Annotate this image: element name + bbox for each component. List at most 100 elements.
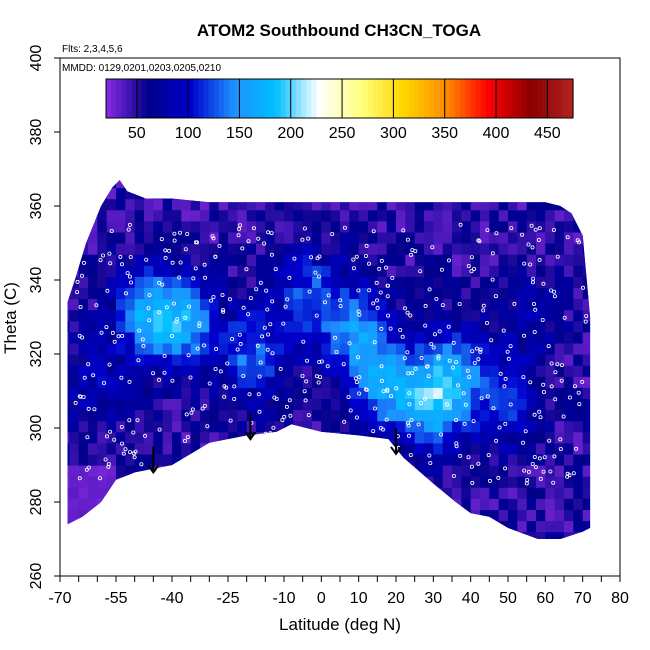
heatmap-cell (433, 398, 444, 411)
heatmap-cell (498, 276, 509, 288)
heatmap-cell (190, 309, 201, 322)
heatmap-cell (172, 453, 182, 466)
heatmap-cell (284, 331, 294, 344)
colorbar-step (388, 79, 394, 118)
heatmap-cell (330, 398, 341, 411)
heatmap-cell (498, 198, 509, 211)
heatmap-cell (526, 387, 537, 399)
observation-point (227, 297, 232, 302)
heatmap-cell (237, 376, 248, 388)
observation-point (301, 339, 306, 344)
heatmap-cell (545, 276, 556, 288)
heatmap-cell (256, 209, 266, 222)
heatmap-cell (358, 298, 369, 311)
heatmap-cell (508, 243, 518, 255)
heatmap-cell (153, 198, 164, 211)
heatmap-cell (67, 476, 70, 488)
heatmap-cell (442, 420, 453, 433)
colorbar-step (141, 79, 148, 118)
heatmap-cell (181, 420, 192, 433)
heatmap-cell (526, 498, 537, 510)
heatmap-cell (284, 198, 294, 211)
observation-point (232, 384, 237, 389)
heatmap-cell (330, 376, 341, 388)
heatmap-cell (106, 187, 117, 200)
heatmap-cell (386, 365, 397, 377)
heatmap-cell (573, 453, 584, 466)
colorbar-step (193, 79, 199, 118)
observation-point (372, 406, 377, 411)
heatmap-cell (414, 431, 425, 444)
heatmap-cell (573, 276, 584, 288)
heatmap-cell (228, 231, 238, 244)
heatmap-cell (470, 431, 481, 444)
heatmap-cell (88, 476, 98, 488)
observation-point (573, 384, 578, 389)
heatmap-cell (508, 331, 518, 344)
heatmap-cell (125, 409, 136, 422)
heatmap-cell (181, 365, 192, 377)
colorbar-step (398, 79, 405, 118)
heatmap-cell (554, 243, 565, 255)
observation-point (193, 266, 198, 271)
observation-point (304, 358, 309, 363)
heatmap-cell (480, 231, 490, 244)
heatmap-cell (433, 442, 444, 455)
observation-point (503, 421, 508, 426)
heatmap-cell (134, 209, 145, 222)
observation-point (238, 341, 243, 346)
heatmap-cell (526, 342, 537, 355)
heatmap-cell (97, 298, 108, 311)
heatmap-cell (396, 431, 406, 444)
heatmap-cell (312, 365, 322, 377)
observation-point (406, 433, 411, 438)
heatmap-cell (340, 420, 350, 433)
colorbar-step (182, 79, 189, 118)
heatmap-cell (321, 287, 332, 300)
heatmap-cell (144, 265, 154, 277)
heatmap-cell (330, 298, 341, 311)
heatmap-cell (424, 320, 434, 333)
heatmap-cell (200, 287, 210, 300)
heatmap-cell (228, 431, 238, 444)
heatmap-cell (536, 220, 546, 233)
heatmap-cell (106, 453, 117, 466)
heatmap-cell (200, 365, 210, 377)
heatmap-cell (330, 342, 341, 355)
observation-point (383, 265, 388, 270)
colorbar-step (372, 79, 379, 118)
heatmap-cell (508, 320, 518, 333)
colorbar-step (542, 79, 548, 118)
colorbar-step (506, 79, 513, 118)
heatmap-cell (461, 198, 472, 211)
colorbar-step (367, 79, 374, 118)
heatmap-cell (172, 431, 182, 444)
heatmap-cell (545, 509, 556, 522)
colorbar-step (167, 79, 174, 118)
heatmap-cell (200, 331, 210, 344)
heatmap-cell (69, 453, 80, 466)
heatmap-cell (78, 431, 89, 444)
heatmap-cell (470, 498, 481, 510)
heatmap-cell (442, 298, 453, 311)
colorbar-step (259, 79, 266, 118)
heatmap-cell (218, 287, 229, 300)
heatmap-cell (498, 298, 509, 311)
heatmap-cell (396, 387, 406, 399)
heatmap-cell (545, 398, 556, 411)
observation-point (476, 357, 481, 362)
heatmap-cell (349, 365, 360, 377)
heatmap-cell (302, 209, 313, 222)
heatmap-cell (405, 354, 416, 366)
heatmap-cell (181, 287, 192, 300)
heatmap-cell (302, 231, 313, 244)
heatmap-cell (293, 265, 304, 277)
observation-point (356, 355, 361, 360)
heatmap-cell (321, 387, 332, 399)
heatmap-cell (265, 320, 276, 333)
heatmap-cell (144, 431, 154, 444)
heatmap-cell (274, 376, 285, 388)
heatmap-cell (414, 376, 425, 388)
colorbar-step (301, 79, 307, 118)
observation-point (436, 354, 441, 359)
